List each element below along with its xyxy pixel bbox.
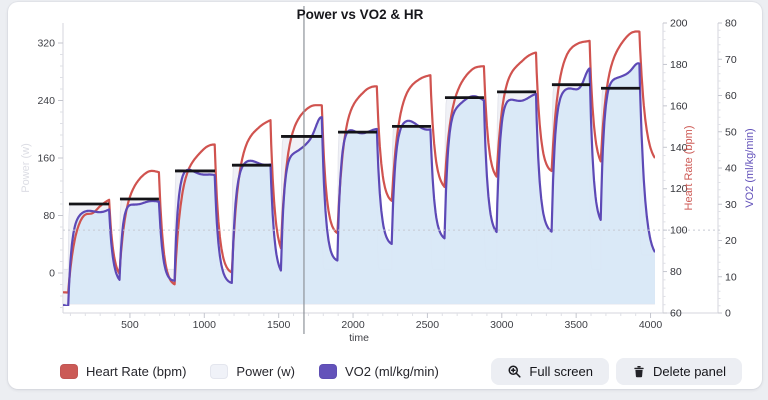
chart-title: Power vs VO2 & HR	[296, 7, 424, 22]
chart-footer: Heart Rate (bpm) Power (w) VO2 (ml/kg/min)…	[60, 356, 742, 387]
svg-text:200: 200	[670, 18, 688, 30]
chart-legend: Heart Rate (bpm) Power (w) VO2 (ml/kg/min)	[60, 364, 439, 379]
svg-text:50: 50	[725, 126, 737, 138]
svg-text:120: 120	[670, 183, 688, 195]
svg-text:4000: 4000	[639, 319, 663, 331]
svg-text:3000: 3000	[490, 319, 514, 331]
legend-swatch-heart_rate	[60, 364, 78, 379]
legend-label: Power (w)	[236, 364, 295, 379]
x-axis-title: time	[349, 332, 369, 344]
svg-text:0: 0	[49, 268, 55, 280]
vo2-area	[63, 63, 655, 306]
power-axis-title: Power (w)	[20, 143, 32, 193]
legend-label: Heart Rate (bpm)	[86, 364, 187, 379]
svg-text:2000: 2000	[341, 319, 365, 331]
svg-text:320: 320	[37, 38, 55, 50]
legend-item-vo2[interactable]: VO2 (ml/kg/min)	[318, 364, 439, 379]
svg-text:80: 80	[670, 266, 682, 278]
plot-series	[63, 30, 655, 306]
heart-rate-line	[63, 30, 655, 294]
svg-text:80: 80	[725, 18, 737, 30]
legend-item-heart_rate[interactable]: Heart Rate (bpm)	[60, 364, 186, 379]
svg-text:80: 80	[43, 210, 55, 222]
svg-text:60: 60	[725, 90, 737, 102]
svg-text:2500: 2500	[416, 319, 440, 331]
zoom-in-icon	[508, 365, 521, 378]
svg-text:40: 40	[725, 163, 737, 175]
svg-text:1500: 1500	[267, 319, 291, 331]
svg-text:160: 160	[670, 100, 688, 112]
svg-text:10: 10	[725, 271, 737, 283]
legend-item-power[interactable]: Power (w)	[210, 364, 295, 379]
svg-text:30: 30	[725, 199, 737, 211]
chart-canvas: 500 1000 1500 2000 2500 3000 3500 4000time08016…	[20, 6, 756, 345]
interval-average-segments	[68, 83, 640, 206]
svg-text:240: 240	[37, 95, 55, 107]
heart_rate-axis-title: Heart Rate (bpm)	[683, 126, 695, 211]
svg-text:0: 0	[725, 308, 731, 320]
svg-text:70: 70	[725, 54, 737, 66]
legend-swatch-vo2	[318, 364, 337, 379]
delete-panel-button[interactable]: Delete panel	[616, 358, 742, 385]
full-screen-label: Full screen	[529, 364, 593, 379]
svg-text:1000: 1000	[193, 319, 217, 331]
legend-label: VO2 (ml/kg/min)	[344, 364, 439, 379]
svg-text:20: 20	[725, 235, 737, 247]
svg-text:140: 140	[670, 142, 688, 154]
axes: 500 1000 1500 2000 2500 3000 3500 4000time08016…	[20, 18, 756, 345]
svg-text:160: 160	[37, 153, 55, 165]
svg-text:180: 180	[670, 59, 688, 71]
panel-actions: Full screen Delete panel	[491, 358, 742, 385]
legend-swatch-power	[210, 364, 229, 379]
svg-text:500: 500	[121, 319, 139, 331]
delete-panel-label: Delete panel	[653, 364, 726, 379]
vo2-axis-title: VO2 (ml/kg/min)	[744, 128, 756, 207]
svg-text:3500: 3500	[564, 319, 588, 331]
trash-icon	[634, 365, 644, 378]
full-screen-button[interactable]: Full screen	[491, 358, 609, 385]
svg-text:60: 60	[670, 308, 682, 320]
